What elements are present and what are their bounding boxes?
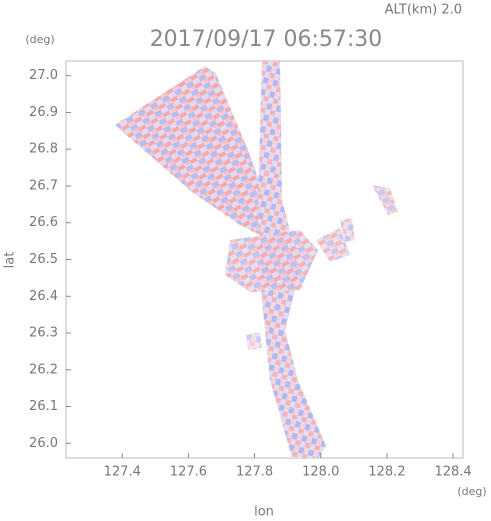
x-tick-label: 128.4 [434, 465, 471, 480]
x-tick-label: 127.8 [236, 465, 273, 480]
y-tick-label: 26.5 [29, 252, 58, 267]
y-tick-label: 26.9 [29, 105, 58, 120]
x-unit: (deg) [457, 485, 486, 498]
y-axis-label: lat [3, 252, 18, 269]
x-tick-label: 128.0 [302, 465, 339, 480]
x-tick-label: 128.2 [368, 465, 405, 480]
y-tick-label: 26.6 [29, 215, 58, 230]
x-tick-label: 127.4 [104, 465, 141, 480]
y-unit: (deg) [25, 33, 54, 46]
y-tick-label: 26.4 [29, 289, 58, 304]
y-tick-label: 26.7 [29, 178, 58, 193]
x-axis-label: lon [254, 505, 274, 520]
chart-title: 2017/09/17 06:57:30 [150, 27, 383, 52]
subtitle: ALT(km) 2.0 [385, 3, 462, 18]
y-tick-label: 27.0 [29, 68, 58, 83]
y-tick-label: 26.1 [29, 399, 58, 414]
x-tick-label: 127.6 [170, 465, 207, 480]
y-tick-label: 26.2 [29, 362, 58, 377]
y-tick-label: 26.0 [29, 436, 58, 451]
y-tick-label: 26.3 [29, 326, 58, 341]
radar-field [115, 61, 398, 458]
y-tick-label: 26.8 [29, 142, 58, 157]
